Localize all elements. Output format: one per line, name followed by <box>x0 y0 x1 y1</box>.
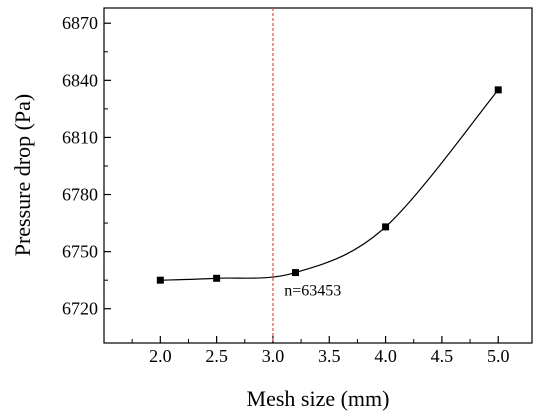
y-tick-label: 6780 <box>62 185 98 205</box>
y-tick-label: 6750 <box>62 242 98 262</box>
data-point <box>291 269 299 277</box>
data-point <box>382 223 390 231</box>
x-tick-label: 3.5 <box>318 346 341 366</box>
x-tick-labels: 2.0 2.5 3.0 3.5 4.0 4.5 5.0 <box>149 346 509 366</box>
data-point <box>156 276 164 284</box>
y-tick-label: 6870 <box>62 13 98 33</box>
y-tick-label: 6810 <box>62 127 98 147</box>
x-tick-label: 5.0 <box>487 346 510 366</box>
y-tick-label: 6720 <box>62 299 98 319</box>
x-tick-label: 4.5 <box>431 346 454 366</box>
x-tick-label: 4.0 <box>374 346 397 366</box>
y-tick-labels: 6720 6750 6780 6810 6840 6870 <box>62 13 98 319</box>
axis-ticks <box>104 22 499 343</box>
fit-curve <box>160 89 499 281</box>
mesh-count-annotation: n=63453 <box>284 282 341 299</box>
x-tick-label: 2.5 <box>205 346 228 366</box>
x-tick-label: 3.0 <box>262 346 285 366</box>
y-axis-title: Pressure drop (Pa) <box>10 94 35 257</box>
data-markers <box>156 86 502 284</box>
plot-frame <box>103 7 533 344</box>
x-tick-label: 2.0 <box>149 346 172 366</box>
data-point <box>494 86 502 94</box>
data-point <box>213 274 221 282</box>
x-axis-title: Mesh size (mm) <box>247 386 390 411</box>
y-tick-label: 6840 <box>62 70 98 90</box>
